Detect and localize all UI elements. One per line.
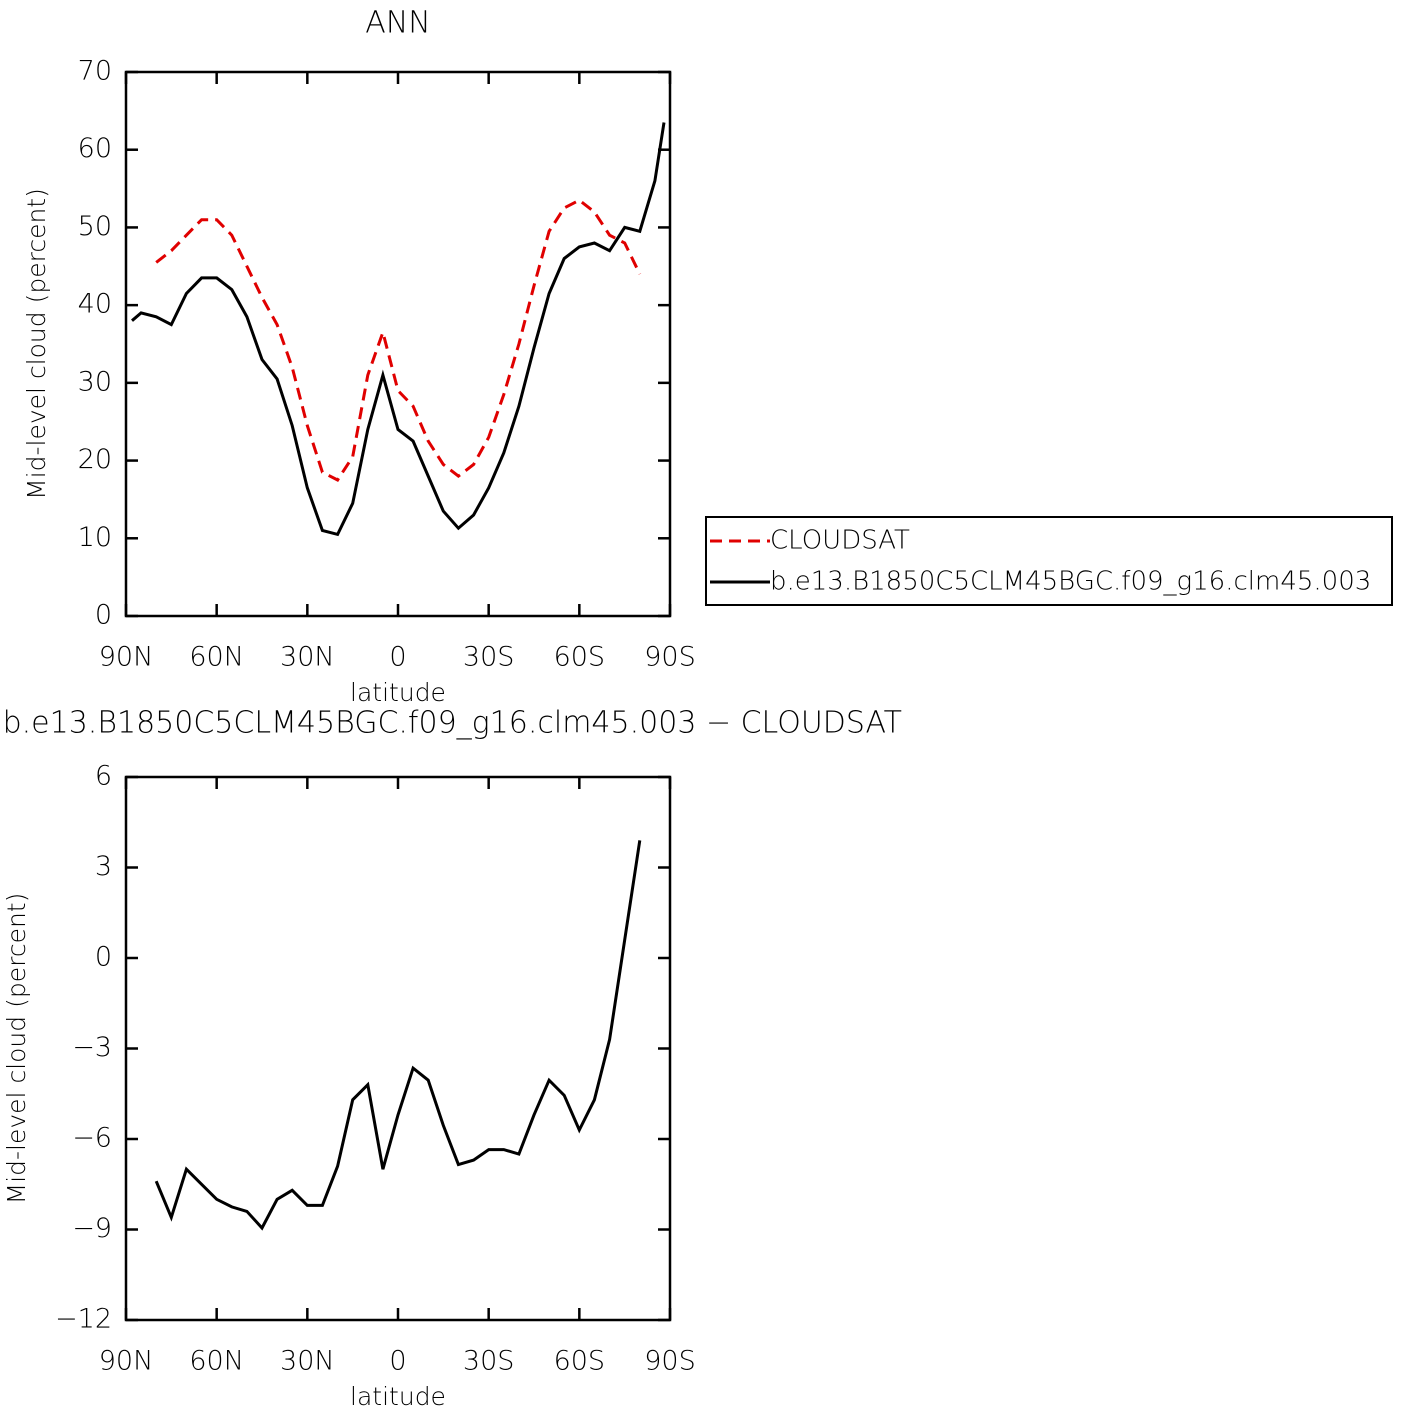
x-tick-label: 90N — [99, 1346, 154, 1377]
x-tick-label: 60N — [189, 642, 244, 673]
series-line — [155, 198, 642, 482]
plot-frame — [124, 775, 672, 1322]
y-tick-label: 40 — [78, 289, 112, 320]
x-tick-label: 30N — [280, 642, 335, 673]
x-tick-label: 60S — [554, 1346, 606, 1377]
y-tick-label: 70 — [78, 56, 112, 87]
y-tick-label: −9 — [72, 1213, 112, 1244]
plot-frame — [124, 70, 672, 618]
x-tick-label: 60N — [189, 1346, 244, 1377]
x-tick-label: 0 — [389, 642, 406, 673]
y-tick-label: 10 — [78, 522, 112, 553]
x-tick-label: 90N — [99, 642, 154, 673]
x-tick-label: 0 — [389, 1346, 406, 1377]
x-tick-label: 60S — [554, 642, 606, 673]
y-tick-label: 0 — [95, 942, 112, 973]
chart-title: b.e13.B1850C5CLM45BGC.f09_g16.clm45.003 … — [3, 706, 902, 741]
legend-box — [705, 516, 1393, 606]
y-tick-label: 6 — [95, 761, 112, 792]
x-tick-label: 90S — [644, 1346, 696, 1377]
x-tick-label: 30S — [463, 642, 515, 673]
x-tick-label: 30S — [463, 1346, 515, 1377]
y-tick-label: 30 — [78, 366, 112, 397]
y-tick-label: −3 — [72, 1032, 112, 1063]
y-tick-label: 50 — [78, 211, 112, 242]
x-tick-label: 90S — [644, 642, 696, 673]
legend-label: CLOUDSAT — [770, 526, 910, 556]
chart-title: ANN — [365, 6, 430, 41]
y-tick-label: −6 — [72, 1123, 112, 1154]
legend-label: b.e13.B1850C5CLM45BGC.f09_g16.clm45.003 — [770, 567, 1371, 597]
y-tick-label: 0 — [95, 600, 112, 631]
y-axis-label: Mid-level cloud (percent) — [2, 893, 31, 1205]
y-tick-label: −12 — [55, 1304, 112, 1335]
x-axis-label: latitude — [350, 678, 446, 707]
y-axis-label: Mid-level cloud (percent) — [22, 188, 51, 500]
x-tick-label: 30N — [280, 1346, 335, 1377]
y-tick-label: 20 — [78, 444, 112, 475]
y-tick-label: 3 — [95, 851, 112, 882]
series-line — [154, 840, 642, 1231]
series-line — [131, 122, 666, 537]
x-axis-label: latitude — [350, 1382, 446, 1411]
y-tick-label: 60 — [78, 133, 112, 164]
